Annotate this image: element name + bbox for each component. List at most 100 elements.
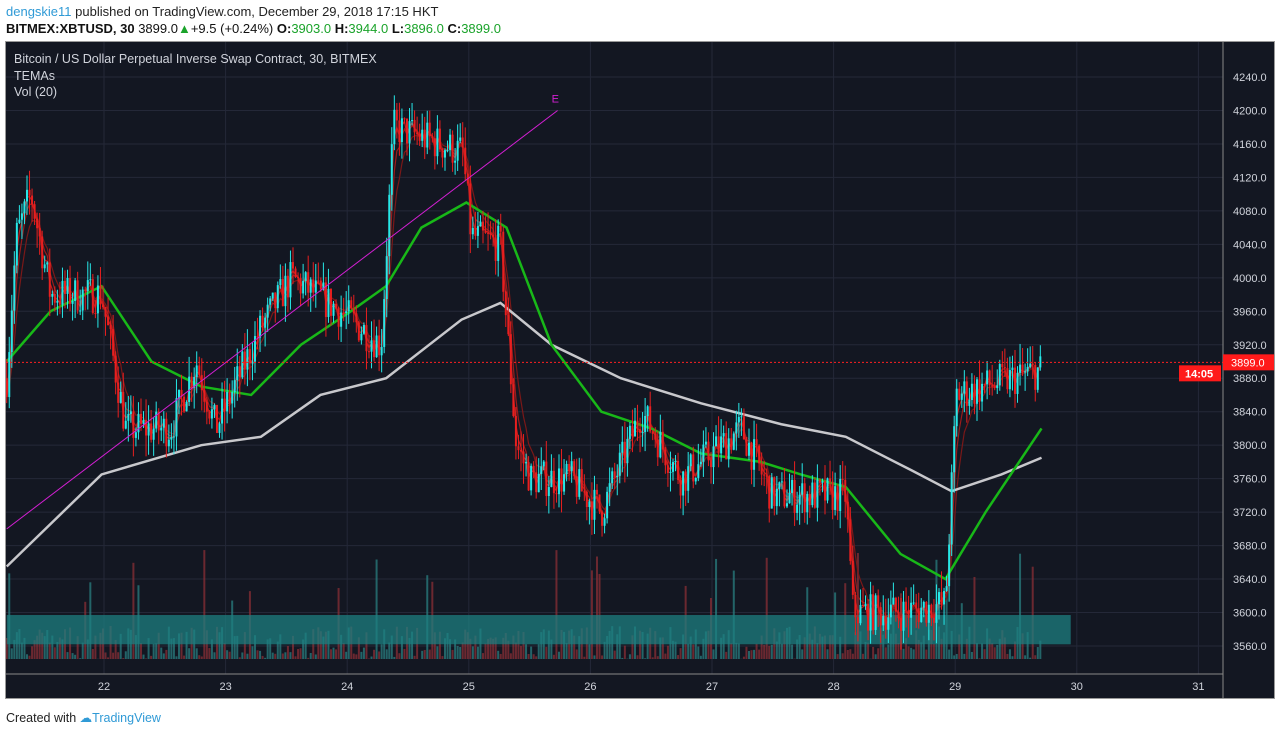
candle-body	[621, 441, 624, 453]
candle-body	[618, 452, 621, 476]
candle-body	[722, 433, 725, 437]
candle-body	[887, 617, 890, 630]
volume-bar	[1026, 632, 1029, 659]
candle-body	[431, 136, 434, 139]
candle-body	[112, 329, 115, 356]
trendline[interactable]	[6, 110, 558, 530]
candle-body	[1039, 356, 1042, 368]
volume-bar	[801, 649, 804, 659]
volume-bar	[322, 636, 325, 659]
volume-bar	[770, 644, 773, 659]
volume-bar	[203, 550, 206, 659]
support-zone[interactable]	[6, 615, 1071, 645]
y-tick-label: 3720.0	[1233, 507, 1267, 519]
candle-body	[1024, 371, 1027, 373]
chart-panel[interactable]: 4240.0 4200.0 4160.0 4120.0 4080.0 4040.0 4000…	[5, 41, 1275, 699]
volume-bar	[775, 641, 778, 659]
volume-bar	[836, 654, 839, 659]
candle-body	[436, 128, 439, 157]
candle-body	[215, 404, 218, 433]
volume-bar	[28, 655, 31, 659]
candle-body	[816, 479, 819, 508]
price-chart[interactable]: 4240.0 4200.0 4160.0 4120.0 4080.0 4040.0 4000…	[6, 42, 1274, 698]
volume-bar	[208, 648, 211, 659]
candle-body	[753, 439, 756, 470]
y-tick-label: 3680.0	[1233, 541, 1267, 553]
volume-bar	[753, 649, 756, 659]
candle-body	[993, 386, 996, 389]
candle-body	[737, 416, 740, 423]
volume-bar	[41, 632, 44, 659]
candle-body	[13, 265, 16, 311]
candle-body	[329, 288, 332, 316]
indicator-volume[interactable]: Vol (20)	[14, 85, 58, 99]
volume-bar	[996, 644, 999, 659]
close-label: C:	[447, 21, 462, 36]
volume-bar	[677, 655, 680, 659]
volume-bar	[411, 631, 414, 659]
candle-body	[834, 486, 837, 510]
candle-body	[177, 389, 180, 399]
volume-bar	[6, 638, 8, 659]
volume-bar	[894, 633, 897, 659]
candle-body	[943, 591, 946, 605]
candle-body	[616, 475, 619, 477]
volume-bar	[778, 632, 781, 659]
author-link[interactable]: dengskie11	[6, 4, 72, 19]
candle-body	[160, 427, 163, 431]
volume-bar	[441, 656, 444, 659]
volume-bar	[438, 631, 441, 659]
candle-body	[152, 428, 155, 440]
candle-body	[851, 560, 854, 595]
candle-body	[340, 312, 343, 327]
candle-body	[48, 262, 51, 297]
candle-body	[317, 280, 320, 282]
volume-bar	[1003, 637, 1006, 659]
volume-bar	[616, 634, 619, 659]
tradingview-link[interactable]: TradingView	[92, 711, 161, 725]
candle-body	[765, 475, 768, 477]
candle-body	[446, 150, 449, 152]
candle-body	[1034, 365, 1037, 390]
candle-body	[867, 603, 870, 631]
volume-bar	[180, 632, 183, 659]
tradingview-logo-icon: ☁	[79, 711, 93, 725]
volume-bar	[689, 636, 692, 659]
volume-bar	[656, 656, 659, 659]
candle-body	[882, 615, 885, 626]
indicator-temas[interactable]: TEMAs	[14, 69, 55, 83]
candle-body	[798, 494, 801, 505]
candle-body	[915, 602, 918, 609]
candle-body	[96, 285, 99, 314]
volume-bar	[730, 643, 733, 659]
volume-bar	[423, 649, 426, 659]
volume-bar	[512, 635, 515, 659]
volume-bar	[446, 633, 449, 659]
candle-body	[476, 226, 479, 236]
candle-body	[975, 379, 978, 404]
volume-bar	[375, 559, 378, 659]
candle-body	[79, 310, 82, 312]
candle-body	[986, 370, 989, 385]
x-tick-label: 26	[584, 681, 596, 693]
volume-bar	[355, 654, 358, 659]
candle-body	[636, 420, 639, 430]
volume-bar	[352, 653, 355, 659]
last-price-label: 3899.0	[1231, 357, 1265, 369]
candle-body	[854, 594, 857, 618]
white-moving-average	[6, 301, 1043, 568]
candle-body	[687, 466, 690, 491]
volume-bar	[735, 642, 738, 659]
volume-bar	[722, 634, 725, 659]
candle-body	[421, 129, 424, 141]
candle-body	[709, 460, 712, 468]
volume-bar	[707, 630, 710, 659]
candle-body	[129, 411, 132, 415]
volume-bar	[1029, 657, 1032, 659]
candle-body	[953, 426, 956, 473]
volume-bar	[51, 635, 54, 659]
candle-body	[499, 225, 502, 232]
candle-body	[352, 308, 355, 314]
candle-body	[917, 608, 920, 623]
candle-body	[127, 414, 130, 421]
